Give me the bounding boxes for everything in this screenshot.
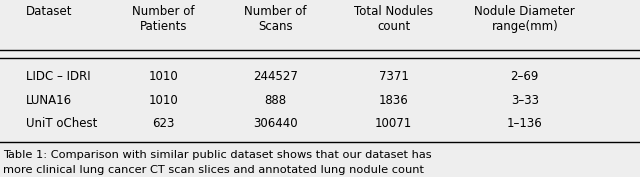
- Text: more clinical lung cancer CT scan slices and annotated lung nodule count: more clinical lung cancer CT scan slices…: [3, 165, 424, 175]
- Text: Number of
Scans: Number of Scans: [244, 5, 307, 33]
- Text: Table 1: Comparison with similar public dataset shows that our dataset has: Table 1: Comparison with similar public …: [3, 150, 432, 160]
- Text: 10071: 10071: [375, 116, 412, 130]
- Text: 3–33: 3–33: [511, 93, 539, 107]
- Text: LUNA16: LUNA16: [26, 93, 72, 107]
- Text: LIDC – IDRI: LIDC – IDRI: [26, 70, 90, 84]
- Text: 2–69: 2–69: [511, 70, 539, 84]
- Text: Nodule Diameter
range(mm): Nodule Diameter range(mm): [474, 5, 575, 33]
- Text: 244527: 244527: [253, 70, 298, 84]
- Text: UniT oChest: UniT oChest: [26, 116, 97, 130]
- Text: Number of
Patients: Number of Patients: [132, 5, 195, 33]
- Text: 888: 888: [264, 93, 286, 107]
- Text: Total Nodules
count: Total Nodules count: [354, 5, 433, 33]
- Text: 1010: 1010: [148, 70, 178, 84]
- Text: 1836: 1836: [379, 93, 408, 107]
- Text: 623: 623: [152, 116, 174, 130]
- Text: 1010: 1010: [148, 93, 178, 107]
- Text: 7371: 7371: [379, 70, 408, 84]
- Text: Dataset: Dataset: [26, 5, 72, 18]
- Text: 306440: 306440: [253, 116, 298, 130]
- Text: 1–136: 1–136: [507, 116, 543, 130]
